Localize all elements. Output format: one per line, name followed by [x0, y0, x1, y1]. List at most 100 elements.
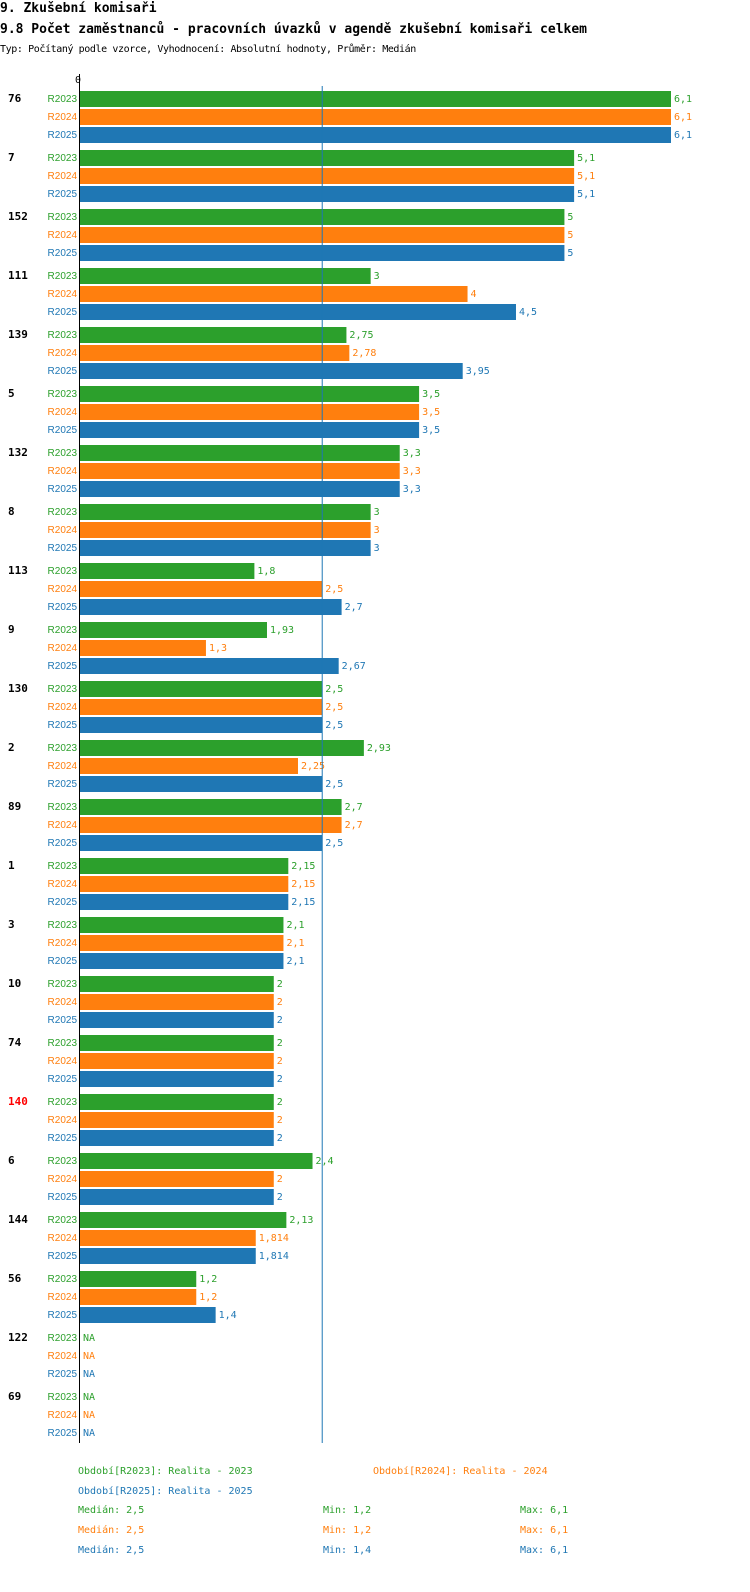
data-label: NA	[83, 1392, 95, 1403]
bar	[80, 304, 516, 320]
series-label: R2025	[48, 130, 78, 141]
series-label: R2023	[48, 1038, 78, 1049]
series-label: R2025	[48, 1428, 78, 1439]
data-label: 2	[277, 1133, 283, 1144]
bar	[80, 1112, 274, 1128]
bar	[80, 1248, 256, 1264]
data-label: 2	[277, 1038, 283, 1049]
data-label: NA	[83, 1369, 95, 1380]
data-label: 1,93	[270, 625, 294, 636]
data-label: 2,5	[325, 684, 343, 695]
data-label: NA	[83, 1410, 95, 1421]
legend-period-2023: Období[R2023]: Realita - 2023	[78, 1466, 253, 1477]
bar	[80, 186, 575, 202]
bar	[80, 1230, 256, 1246]
series-label: R2024	[48, 348, 78, 359]
series-label: R2024	[48, 466, 78, 477]
series-label: R2025	[48, 661, 78, 672]
series-label: R2023	[48, 1392, 78, 1403]
chart-subtitle: Typ: Počítaný podle vzorce, Vyhodnocení:…	[0, 44, 416, 55]
data-label: 2,5	[325, 838, 343, 849]
bar	[80, 1094, 274, 1110]
bar	[80, 1035, 274, 1051]
data-label: 1,814	[259, 1251, 289, 1262]
bar	[80, 268, 371, 284]
data-label: NA	[83, 1333, 95, 1344]
bar	[80, 109, 671, 125]
category-label: 6	[8, 1154, 15, 1167]
data-label: 5,1	[577, 189, 595, 200]
series-label: R2024	[48, 997, 78, 1008]
series-label: R2025	[48, 484, 78, 495]
chart-title: 9.8 Počet zaměstnanců - pracovních úvazk…	[0, 22, 587, 37]
series-label: R2023	[48, 1156, 78, 1167]
series-label: R2024	[48, 1115, 78, 1126]
data-label: 5	[567, 230, 573, 241]
bar	[80, 404, 420, 420]
bar	[80, 1071, 274, 1087]
bar	[80, 817, 342, 833]
data-label: 3,5	[422, 407, 440, 418]
category-label: 152	[8, 210, 28, 223]
data-label: 5,1	[577, 171, 595, 182]
data-label: 2,13	[289, 1215, 313, 1226]
data-label: 2	[277, 997, 283, 1008]
data-label: 2,78	[352, 348, 376, 359]
category-label: 144	[8, 1213, 28, 1226]
data-label: 1,3	[209, 643, 227, 654]
bar	[80, 658, 339, 674]
data-label: 2,4	[316, 1156, 334, 1167]
bar	[80, 168, 575, 184]
series-label: R2025	[48, 543, 78, 554]
data-label: 2,5	[325, 584, 343, 595]
bar	[80, 1130, 274, 1146]
series-label: R2023	[48, 802, 78, 813]
bar	[80, 286, 468, 302]
stat-median-2025: Medián: 2,5	[78, 1545, 145, 1556]
axis-zero-label: 0	[75, 75, 81, 86]
series-label: R2024	[48, 643, 78, 654]
data-label: 1,4	[219, 1310, 237, 1321]
bar	[80, 504, 371, 520]
series-label: R2025	[48, 956, 78, 967]
bar	[80, 422, 420, 438]
data-label: 6,1	[674, 112, 692, 123]
series-label: R2025	[48, 1015, 78, 1026]
data-label: 3,3	[403, 466, 421, 477]
bar	[80, 740, 364, 756]
data-label: 2	[277, 1056, 283, 1067]
bar	[80, 91, 671, 107]
category-label: 2	[8, 741, 15, 754]
data-label: 3	[374, 543, 380, 554]
data-label: 1,2	[199, 1274, 217, 1285]
category-label: 89	[8, 800, 21, 813]
bar	[80, 976, 274, 992]
series-label: R2023	[48, 94, 78, 105]
data-label: 2,1	[286, 938, 304, 949]
bar	[80, 445, 400, 461]
data-label: 5,1	[577, 153, 595, 164]
data-label: 3,95	[466, 366, 490, 377]
bar	[80, 599, 342, 615]
stat-max-2024: Max: 6,1	[520, 1525, 569, 1536]
series-label: R2025	[48, 248, 78, 259]
series-label: R2025	[48, 425, 78, 436]
data-label: NA	[83, 1428, 95, 1439]
data-label: 2,7	[345, 602, 363, 613]
series-label: R2023	[48, 1215, 78, 1226]
bar	[80, 640, 206, 656]
series-label: R2023	[48, 507, 78, 518]
data-label: 4,5	[519, 307, 537, 318]
series-label: R2023	[48, 212, 78, 223]
series-label: R2023	[48, 684, 78, 695]
bar	[80, 1271, 197, 1287]
series-label: R2024	[48, 230, 78, 241]
bar	[80, 1289, 197, 1305]
data-label: 2	[277, 1192, 283, 1203]
data-label: 5	[567, 212, 573, 223]
bar	[80, 699, 323, 715]
data-label: 2,93	[367, 743, 391, 754]
series-label: R2024	[48, 171, 78, 182]
data-label: 3,3	[403, 448, 421, 459]
series-label: R2023	[48, 448, 78, 459]
